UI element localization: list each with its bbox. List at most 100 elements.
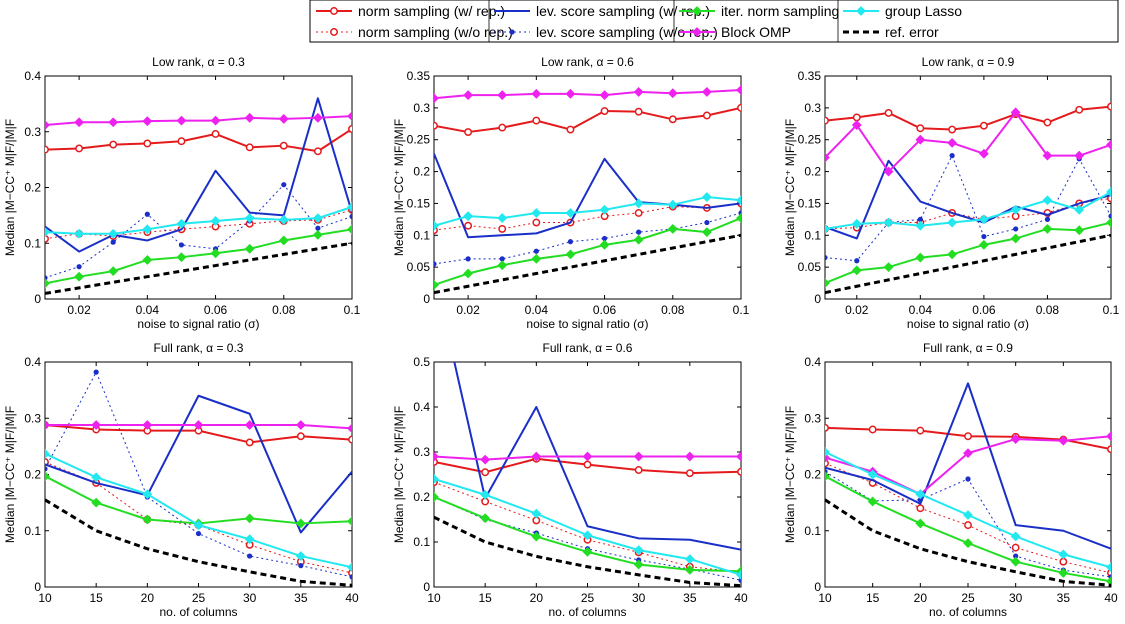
data-point-norm_wr: [211, 130, 220, 138]
data-point-norm_wr: [884, 109, 893, 117]
data-point-iter: [1106, 217, 1111, 228]
data-point-lev_wo: [93, 369, 99, 375]
x-tick-label: 0.04: [525, 303, 549, 317]
data-point-iter: [736, 213, 741, 223]
data-point-norm_wo: [634, 209, 643, 217]
data-point-iter: [244, 243, 255, 254]
data-point-bomp: [701, 87, 712, 97]
data-point-glasso: [701, 192, 712, 202]
data-point-glasso: [1058, 549, 1069, 560]
data-point-bomp: [736, 451, 741, 462]
data-point-norm_wr: [634, 466, 643, 474]
data-point-lev_wo: [281, 182, 287, 188]
data-point-bomp: [963, 448, 973, 459]
x-tick-label: 20: [914, 591, 928, 605]
data-point-lev_wo: [917, 216, 923, 222]
y-tick-label: 0.5: [413, 355, 430, 369]
data-point-norm_wr: [634, 107, 643, 116]
x-tick-label: 15: [866, 591, 880, 605]
legend-swatch-marker: [509, 29, 515, 35]
data-point-iter: [1058, 568, 1069, 578]
series-line-lev_wo: [434, 212, 741, 265]
y-tick-label: 0.1: [24, 236, 41, 250]
y-tick-label: 0.4: [413, 400, 430, 414]
series-group: [825, 382, 1111, 587]
data-point-glasso: [851, 218, 862, 229]
data-point-glasso: [91, 472, 102, 483]
data-point-iter: [565, 249, 576, 260]
series-group: [45, 369, 352, 587]
y-tick-label: 0.4: [24, 355, 41, 369]
data-point-iter: [582, 546, 593, 557]
legend-label: ref. error: [885, 24, 939, 40]
series-line-norm_wr: [434, 106, 741, 134]
data-point-iter: [531, 531, 542, 542]
data-point-glasso: [531, 208, 542, 218]
x-tick-label: 10: [38, 591, 52, 605]
data-point-norm_wo: [916, 504, 925, 513]
data-point-iter: [480, 513, 491, 524]
data-point-glasso: [531, 508, 542, 519]
legend-item-norm_wr: norm sampling (w/ rep.): [316, 3, 505, 19]
plot-frame: [44, 75, 353, 300]
y-tick-label: 0.15: [798, 196, 822, 210]
data-point-norm_wo: [1059, 557, 1068, 566]
data-point-norm_wo: [964, 521, 972, 530]
data-point-bomp: [633, 451, 644, 462]
data-point-norm_wo: [498, 224, 507, 233]
legend-box: [309, 0, 1119, 43]
data-point-glasso: [210, 216, 221, 226]
data-point-norm_wo: [464, 221, 473, 230]
data-point-lev_wo: [917, 497, 923, 503]
data-point-glasso: [963, 510, 973, 520]
data-point-bomp: [883, 166, 894, 177]
data-point-norm_wr: [825, 423, 829, 432]
panel-1: Low rank, α = 0.3 0.02 0.04 0.06 0.08 0.1 0 0.1…: [3, 55, 361, 331]
y-tick-label: 0.1: [413, 228, 430, 242]
y-tick-label: 0.1: [413, 535, 430, 549]
series-line-norm_wr: [45, 128, 352, 153]
legend-label: lev. score sampling (w/ rep.): [536, 3, 710, 19]
data-point-iter: [463, 268, 474, 279]
y-tick-label: 0.3: [804, 411, 821, 425]
data-point-bomp: [45, 120, 50, 130]
data-point-glasso: [667, 199, 678, 210]
data-point-iter: [347, 224, 352, 235]
data-point-lev_wo: [76, 264, 82, 270]
data-point-glasso: [142, 489, 153, 500]
y-tick-label: 0.1: [24, 524, 41, 538]
data-point-bomp: [278, 114, 289, 124]
data-point-glasso: [1010, 204, 1021, 215]
series-line-iter: [434, 217, 741, 286]
series-line-lev_wr: [825, 159, 1111, 240]
data-point-lev_wo: [45, 466, 48, 472]
data-point-bomp: [244, 112, 255, 123]
x-tick-label: 40: [734, 591, 748, 605]
data-point-glasso: [1106, 187, 1111, 197]
data-point-iter: [295, 518, 306, 529]
data-point-norm_wr: [583, 460, 592, 469]
x-tick-label: 30: [632, 591, 646, 605]
y-tick-label: 0.35: [407, 69, 431, 83]
data-point-iter: [434, 280, 439, 290]
legend-item-lev_wr: lev. score sampling (w/ rep.): [494, 3, 710, 19]
data-point-iter: [701, 227, 712, 238]
data-point-glasso: [193, 520, 204, 531]
series-line-iter: [825, 221, 1111, 284]
data-point-lev_wo: [1013, 226, 1019, 232]
data-point-iter: [867, 496, 878, 507]
data-point-glasso: [915, 489, 926, 500]
legend-label: group Lasso: [885, 3, 962, 19]
series-line-ref: [825, 233, 1111, 295]
legend-item-norm_wo: norm sampling (w/o rep.): [316, 24, 513, 40]
data-point-iter: [684, 564, 695, 575]
x-tick-label: 40: [345, 591, 359, 605]
data-point-lev_wo: [434, 261, 437, 267]
x-tick-label: 30: [1009, 591, 1023, 605]
data-point-norm_wr: [143, 139, 152, 148]
x-axis-label: noise to signal ratio (σ): [907, 317, 1029, 331]
data-point-iter: [633, 234, 644, 245]
data-point-lev_wo: [349, 574, 352, 580]
data-point-bomp: [74, 117, 85, 128]
data-point-iter: [633, 559, 644, 570]
